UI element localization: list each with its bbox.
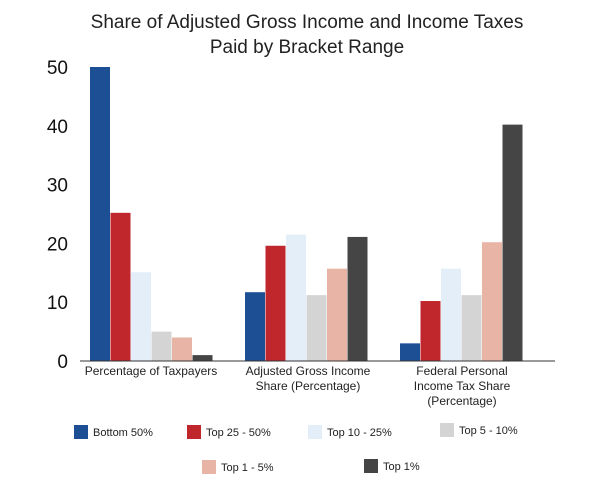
bar-top-1-0	[192, 355, 213, 361]
y-tick-label: 10	[47, 293, 68, 314]
bar-top-10-25-2	[441, 268, 461, 361]
y-tick-label: 0	[57, 352, 68, 373]
bar-top-10-25-0	[131, 272, 151, 361]
bar-top-5-10-0	[151, 331, 172, 361]
x-category-label: Federal Personal	[416, 364, 507, 378]
y-tick-label: 50	[47, 58, 68, 79]
x-category-label: Adjusted Gross Income	[246, 364, 371, 378]
legend: Bottom 50% Top 25 - 50% Top 10 - 25% Top 5 …	[74, 423, 518, 474]
legend-swatch-top-1	[364, 459, 378, 473]
x-category-label: Percentage of Taxpayers	[85, 364, 218, 378]
x-category-label: (Percentage)	[427, 394, 496, 408]
legend-label-top-10-25: Top 10 - 25%	[327, 427, 392, 439]
legend-label-top-1-5: Top 1 - 5%	[221, 462, 274, 474]
y-tick-label: 20	[47, 234, 68, 255]
bar-top-1-2	[502, 124, 523, 362]
y-tick-label: 30	[47, 176, 68, 197]
bar-top-5-10-2	[461, 295, 482, 361]
legend-swatch-bottom-50	[74, 425, 88, 439]
bar-top-5-10-1	[306, 295, 327, 361]
y-tick-label: 40	[47, 117, 68, 138]
x-category-label: Income Tax Share	[414, 379, 511, 393]
bar-bottom-50-0	[90, 67, 110, 361]
legend-label-bottom-50: Bottom 50%	[93, 427, 153, 439]
chart-title-line-2: Paid by Bracket Range	[210, 37, 404, 58]
legend-swatch-top-5-10	[440, 423, 454, 437]
bars	[90, 67, 523, 362]
bar-top-25-50-2	[420, 301, 441, 361]
bar-bottom-50-1	[245, 292, 265, 361]
legend-label-top-5-10: Top 5 - 10%	[459, 425, 518, 437]
bar-top-1-5-2	[482, 242, 502, 361]
legend-swatch-top-25-50	[187, 425, 201, 439]
x-category-label: Share (Percentage)	[256, 379, 361, 393]
legend-swatch-top-10-25	[308, 425, 322, 439]
bar-top-1-5-1	[327, 268, 347, 361]
bar-top-25-50-0	[110, 212, 131, 361]
bar-top-1-5-0	[172, 337, 192, 361]
chart-title-line-1: Share of Adjusted Gross Income and Incom…	[91, 12, 524, 33]
x-axis-categories: Percentage of Taxpayers Adjusted Gross In…	[85, 364, 511, 408]
bar-top-1-1	[347, 236, 368, 361]
legend-swatch-top-1-5	[202, 460, 216, 474]
bar-top-25-50-1	[265, 245, 286, 361]
legend-label-top-25-50: Top 25 - 50%	[206, 427, 271, 439]
legend-label-top-1: Top 1%	[383, 461, 420, 473]
bar-bottom-50-2	[400, 343, 420, 361]
bar-top-10-25-1	[286, 234, 306, 361]
y-axis-ticks: 0 10 20 30 40 50	[47, 58, 68, 373]
